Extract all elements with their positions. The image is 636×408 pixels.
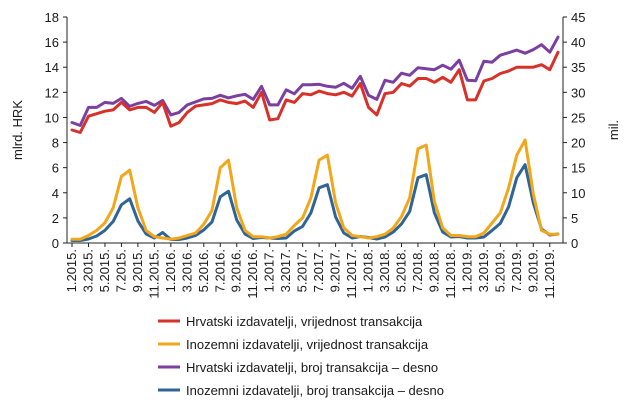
- x-tick-label: 1.2019.: [459, 249, 474, 292]
- right-tick-label: 15: [571, 161, 585, 176]
- axes: [66, 17, 564, 244]
- legend: Hrvatski izdavatelji, vrijednost transak…: [158, 314, 444, 398]
- x-tick-labels: 1.2015. 3.2015. 5.2015. 7.2015. 9.2015. 11.20…: [64, 243, 557, 299]
- x-tick-label: 9.2016.: [229, 249, 244, 292]
- right-tick-label: 30: [571, 85, 585, 100]
- x-tick-label: 3.2015.: [80, 249, 95, 292]
- x-tick-label: 1.2016.: [163, 249, 178, 292]
- legend-item: Inozemni izdavatelji, vrijednost transak…: [158, 337, 429, 352]
- right-axis-title: mil.: [606, 120, 621, 140]
- left-tick-label: 14: [45, 60, 59, 75]
- right-tick-label: 25: [571, 110, 585, 125]
- x-tick-label: 11.2015.: [146, 249, 161, 299]
- x-tick-label: 11.2019.: [542, 249, 557, 299]
- series-line: [70, 138, 560, 241]
- x-tick-label: 3.2017.: [278, 249, 293, 292]
- right-tick-label: 0: [571, 236, 578, 251]
- right-tick-label: 45: [571, 10, 585, 25]
- x-tick-label: 7.2018.: [410, 249, 425, 292]
- x-tick-label: 7.2019.: [509, 249, 524, 292]
- x-tick-label: 11.2016.: [245, 249, 260, 299]
- x-tick-label: 5.2019.: [492, 249, 507, 292]
- left-tick-label: 12: [45, 85, 59, 100]
- x-tick-label: 9.2017.: [328, 249, 343, 292]
- left-tick-label: 2: [52, 211, 59, 226]
- x-tick-label: 7.2015.: [113, 249, 128, 292]
- right-tick-label: 40: [571, 35, 585, 50]
- left-tick-labels: 0 2 4 6 8 10 12 14 16 18: [45, 10, 67, 251]
- left-tick-label: 10: [45, 110, 59, 125]
- x-tick-label: 3.2016.: [179, 249, 194, 292]
- x-tick-label: 5.2018.: [393, 249, 408, 292]
- left-tick-label: 16: [45, 35, 59, 50]
- x-tick-label: 1.2018.: [361, 249, 376, 292]
- legend-item: Hrvatski izdavatelji, vrijednost transak…: [158, 314, 423, 329]
- right-tick-label: 35: [571, 60, 585, 75]
- series-line: [70, 50, 560, 134]
- legend-item: Hrvatski izdavatelji, broj transakcija –…: [158, 360, 438, 375]
- right-tick-label: 20: [571, 136, 585, 151]
- x-tick-label: 7.2016.: [212, 249, 227, 292]
- x-tick-label: 11.2017.: [344, 249, 359, 299]
- series-lines: [70, 35, 560, 242]
- right-tick-labels: 0 5 10 15 20 25 30 35 40 45: [563, 10, 585, 251]
- x-tick-label: 1.2017.: [262, 249, 277, 292]
- x-tick-label: 3.2019.: [476, 249, 491, 292]
- right-tick-label: 5: [571, 211, 578, 226]
- legend-item: Inozemni izdavatelji, broj transakcija –…: [158, 383, 444, 398]
- left-axis-title: mlrd. HRK: [10, 100, 25, 160]
- left-tick-label: 6: [52, 161, 59, 176]
- x-tick-label: 3.2018.: [377, 249, 392, 292]
- legend-label: Inozemni izdavatelji, broj transakcija –…: [186, 383, 444, 398]
- legend-label: Inozemni izdavatelji, vrijednost transak…: [186, 337, 429, 352]
- x-tick-label: 5.2017.: [295, 249, 310, 292]
- x-tick-label: 5.2016.: [196, 249, 211, 292]
- right-tick-label: 10: [571, 186, 585, 201]
- x-tick-label: 1.2015.: [64, 249, 79, 292]
- left-tick-label: 4: [52, 186, 59, 201]
- x-tick-label: 5.2015.: [97, 249, 112, 292]
- left-tick-label: 8: [52, 136, 59, 151]
- x-tick-label: 9.2015.: [130, 249, 145, 292]
- x-tick-label: 7.2017.: [311, 249, 326, 292]
- legend-label: Hrvatski izdavatelji, broj transakcija –…: [186, 360, 438, 375]
- x-tick-label: 11.2018.: [443, 249, 458, 299]
- x-tick-label: 9.2018.: [426, 249, 441, 292]
- left-tick-label: 0: [52, 236, 59, 251]
- series-line: [70, 35, 560, 127]
- legend-label: Hrvatski izdavatelji, vrijednost transak…: [186, 314, 423, 329]
- left-tick-label: 18: [45, 10, 59, 25]
- x-tick-label: 9.2019.: [525, 249, 540, 292]
